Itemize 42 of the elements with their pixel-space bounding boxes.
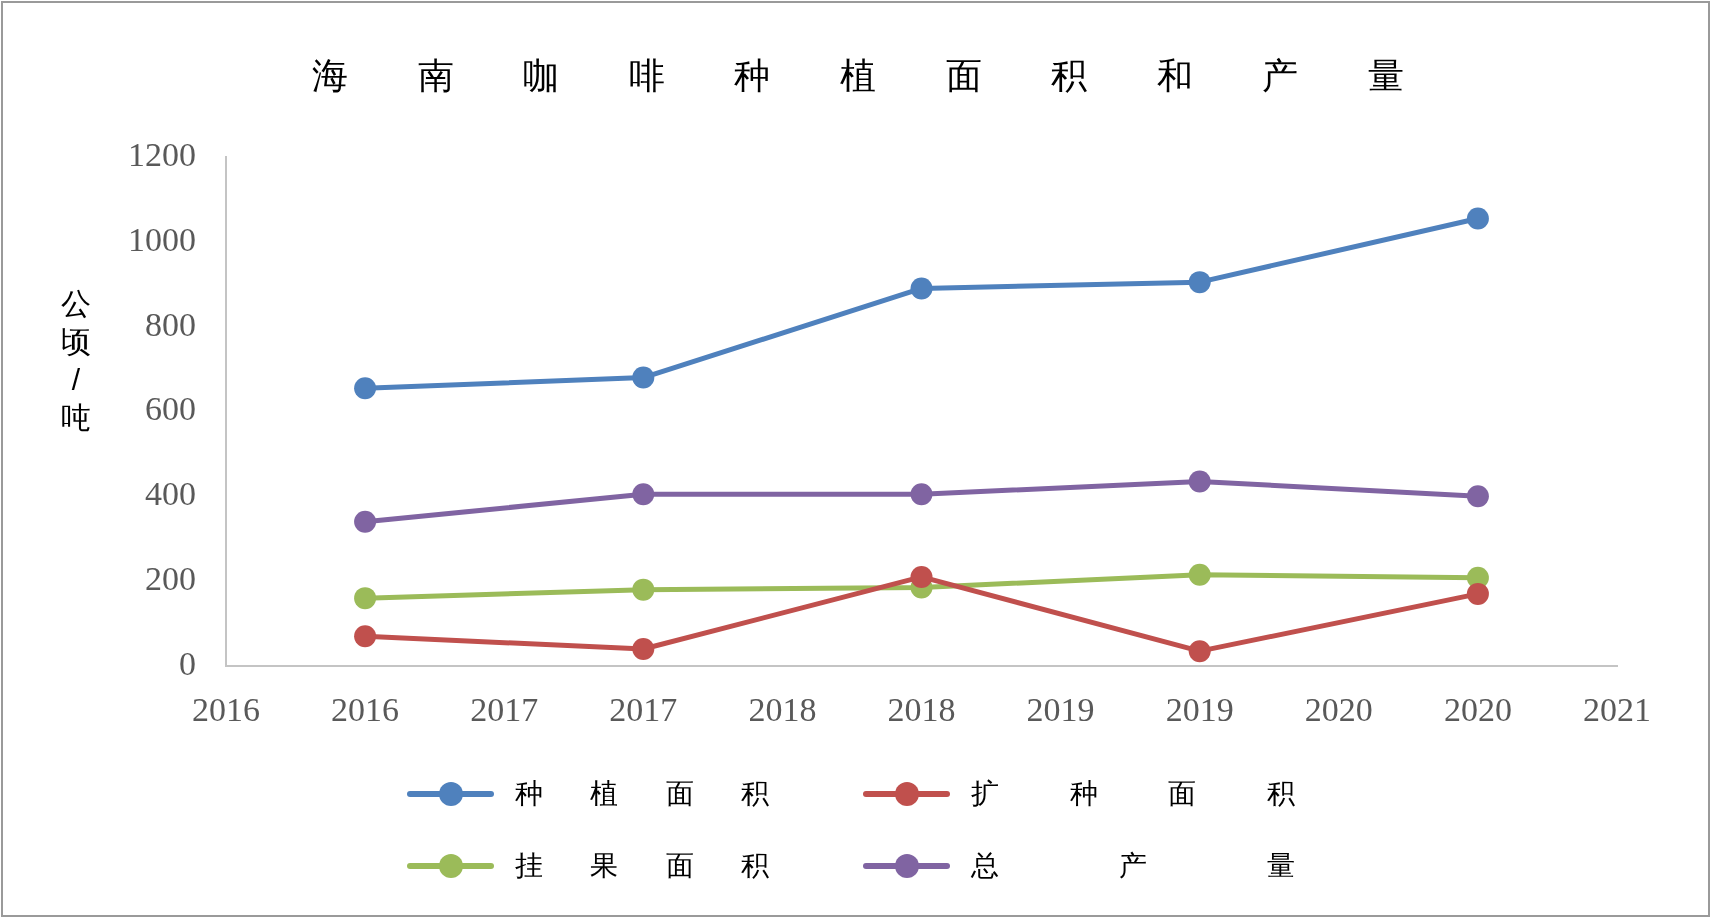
point (354, 510, 377, 533)
x-tick-label: 2016 (331, 691, 400, 729)
x-tick-label: 2018 (887, 691, 956, 729)
point (632, 578, 655, 601)
y-tick-label: 200 (145, 560, 196, 598)
chart-title: 海南咖啡种植面积和产量 (312, 54, 1404, 98)
point (1188, 563, 1211, 586)
y-tick-label: 0 (179, 644, 196, 682)
legend-label: 种植面积 (515, 777, 769, 811)
point (910, 565, 933, 588)
y-tick-label: 400 (145, 475, 196, 513)
x-tick-label: 2019 (1165, 691, 1234, 729)
x-tick-label: 2021 (1583, 691, 1651, 729)
point (632, 366, 655, 389)
point (632, 483, 655, 506)
point (1466, 207, 1489, 230)
legend-label: 总产量 (971, 849, 1295, 883)
x-tick-label: 2016 (192, 691, 260, 729)
point (1466, 582, 1489, 605)
point (1188, 271, 1211, 294)
y-tick-label: 800 (145, 305, 196, 343)
point (1466, 485, 1489, 508)
point (910, 277, 933, 300)
x-tick-label: 2017 (470, 691, 539, 729)
point (354, 587, 377, 610)
point (354, 625, 377, 648)
x-tick-label: 2018 (748, 691, 817, 729)
y-tick-label: 1000 (128, 220, 196, 258)
y-axis-title: 公顷/吨 (60, 286, 92, 436)
point (1188, 640, 1211, 663)
x-tick-label: 2020 (1443, 691, 1512, 729)
point (354, 377, 377, 400)
legend-label: 挂果面积 (515, 849, 769, 883)
y-tick-label: 1200 (128, 135, 196, 173)
legend-label: 扩种面积 (971, 777, 1295, 811)
point (910, 483, 933, 506)
x-tick-label: 2019 (1026, 691, 1095, 729)
x-tick-label: 2017 (609, 691, 678, 729)
x-tick-label: 2020 (1304, 691, 1373, 729)
point (632, 638, 655, 661)
point (1188, 470, 1211, 493)
y-tick-label: 600 (145, 390, 196, 428)
